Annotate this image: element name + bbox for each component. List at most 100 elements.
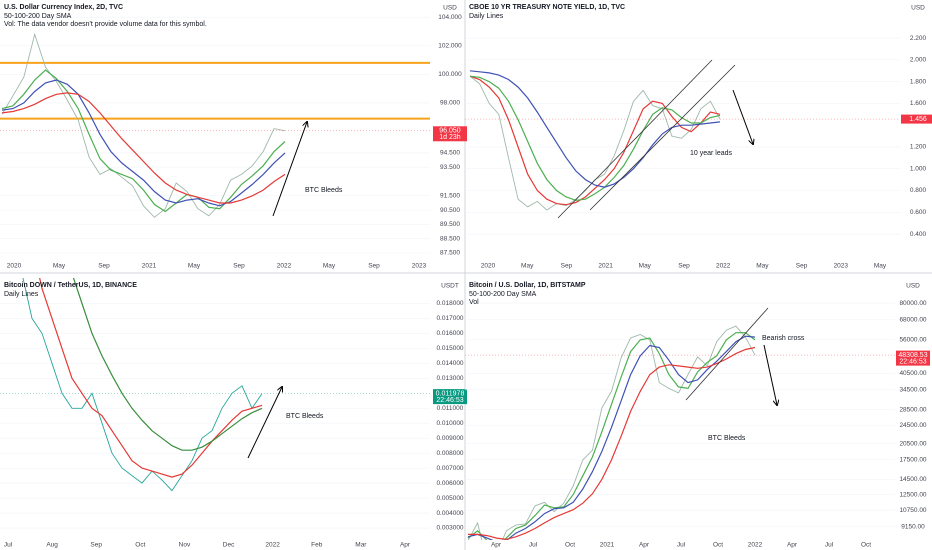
y-tick-label: 20500.00	[899, 440, 926, 447]
y-tick-label: 89.500	[440, 221, 460, 228]
chart-pane: 80000.00 68000.00 56000.00 40500.00 34500.00…	[465, 282, 930, 549]
y-tick-label: 91.500	[440, 193, 460, 200]
drawings	[247, 59, 777, 459]
y-tick-label: 90.500	[440, 207, 460, 214]
moving-average	[469, 75, 721, 206]
x-tick-label: Sep	[98, 263, 110, 270]
moving-average	[1, 92, 286, 204]
x-tick-label: 2022	[277, 263, 292, 270]
moving-average	[467, 335, 756, 540]
moving-average	[468, 346, 756, 540]
countdown: 1d 23h	[439, 134, 461, 141]
y-tick-label: 0.008000	[436, 450, 463, 457]
y-tick-label: 0.015000	[436, 345, 463, 352]
countdown: 22:46:53	[436, 397, 463, 404]
x-tick-label: May	[521, 263, 534, 270]
y-tick-label: 93.500	[440, 164, 460, 171]
annotation: 10 year leads	[690, 150, 733, 157]
x-tick-label: Jul	[677, 542, 686, 549]
price-tag	[433, 126, 467, 142]
x-tick-label: 2020	[481, 263, 496, 270]
countdown: 22:46:53	[899, 358, 926, 365]
chart-subtitle: Daily Lines	[469, 13, 504, 20]
chart-title: U.S. Dollar Currency Index, 2D, TVC	[4, 4, 123, 11]
chart-title: CBOE 10 YR TREASURY NOTE YIELD, 1D, TVC	[469, 4, 625, 11]
y-tick-label: 102.000	[438, 42, 462, 49]
y-tick-label: 94.500	[440, 150, 460, 157]
price-line	[22, 278, 263, 492]
trend-line	[557, 59, 713, 219]
x-tick-label: Oct	[135, 542, 145, 549]
y-tick-label: 24500.00	[899, 422, 926, 429]
chart-pane: 2.200 2.000 1.800 1.600 1.200 1.000 0.800 0.600…	[465, 4, 932, 270]
x-tick-label: Sep	[233, 263, 245, 270]
x-tick-label: Dec	[223, 542, 235, 549]
y-tick-label: 0.007000	[436, 465, 463, 472]
moving-average	[72, 278, 263, 451]
moving-average	[469, 75, 721, 201]
x-tick-label: May	[53, 263, 66, 270]
x-tick-label: May	[874, 263, 887, 270]
trend-line	[589, 64, 736, 211]
x-tick-label: Mar	[355, 542, 367, 549]
y-tick-label: 1.200	[910, 144, 927, 151]
y-tick-label: 68000.00	[899, 317, 926, 324]
y-tick-label: 2.000	[910, 57, 927, 64]
y-unit: USD	[443, 5, 457, 12]
x-tick-label: May	[639, 263, 652, 270]
chart-pane: 0.018000 0.017000 0.016000 0.015000 0.014000…	[0, 278, 467, 549]
x-tick-label: May	[323, 263, 336, 270]
price-line	[467, 325, 756, 540]
x-tick-label: Apr	[400, 542, 411, 549]
moving-average	[467, 332, 756, 540]
y-tick-label: 98.000	[440, 100, 460, 107]
x-tick-label: 2023	[412, 263, 427, 270]
annotation: BTC Bleeds	[286, 413, 324, 420]
x-tick-label: Sep	[368, 263, 380, 270]
y-tick-label: 17500.00	[899, 457, 926, 464]
y-tick-label: 1.800	[910, 78, 927, 85]
y-tick-label: 0.009000	[436, 435, 463, 442]
chart-subtitle: Daily Lines	[4, 291, 39, 298]
y-unit: USD	[906, 283, 920, 290]
y-tick-label: 87.500	[440, 250, 460, 257]
chart-title: Bitcoin DOWN / TetherUS, 1D, BINANCE	[4, 282, 137, 289]
x-tick-label: Oct	[565, 542, 575, 549]
chart-subtitle: Vol: The data vendor doesn't provide vol…	[4, 21, 207, 28]
y-tick-label: 12500.00	[899, 491, 926, 498]
y-tick-label: 0.400	[910, 231, 927, 238]
x-tick-label: Sep	[796, 263, 808, 270]
x-tick-label: 2023	[834, 263, 849, 270]
x-tick-label: Sep	[561, 263, 573, 270]
x-tick-label: Aug	[46, 542, 58, 549]
y-tick-label: 100.000	[438, 71, 462, 78]
chart-subtitle: 50-100-200 Day SMA	[469, 291, 537, 298]
y-tick-label: 1.000	[910, 165, 927, 172]
y-tick-label: 0.010000	[436, 420, 463, 427]
arrow	[247, 387, 282, 459]
y-tick-label: 34500.00	[899, 387, 926, 394]
x-tick-label: Oct	[713, 542, 723, 549]
chart-pane: 104.000 102.000 100.000 98.000 94.500 93.500 9…	[0, 4, 467, 270]
price-tag-label: 96.050	[439, 128, 461, 135]
x-tick-label: May	[756, 263, 769, 270]
y-tick-label: 56000.00	[899, 337, 926, 344]
chart-subtitle: 50-100-200 Day SMA	[4, 13, 72, 20]
price-tag	[896, 350, 930, 366]
x-tick-label: Feb	[311, 542, 323, 549]
y-tick-label: 40500.00	[899, 370, 926, 377]
y-tick-label: 0.016000	[436, 330, 463, 337]
y-unit: USDT	[441, 283, 459, 290]
moving-average	[39, 278, 263, 478]
x-tick-label: 2021	[598, 263, 613, 270]
x-tick-label: Sep	[90, 542, 102, 549]
x-tick-label: Apr	[491, 542, 502, 549]
y-tick-label: 0.006000	[436, 480, 463, 487]
moving-average	[1, 79, 286, 207]
chart-subtitle: Vol	[469, 299, 479, 306]
chart-title: Bitcoin / U.S. Dollar, 1D, BITSTAMP	[469, 282, 586, 289]
price-tag	[901, 114, 932, 124]
annotation: BTC Bleeds	[305, 187, 343, 194]
arrow	[763, 344, 777, 405]
annotation: Bearish cross	[762, 335, 805, 342]
